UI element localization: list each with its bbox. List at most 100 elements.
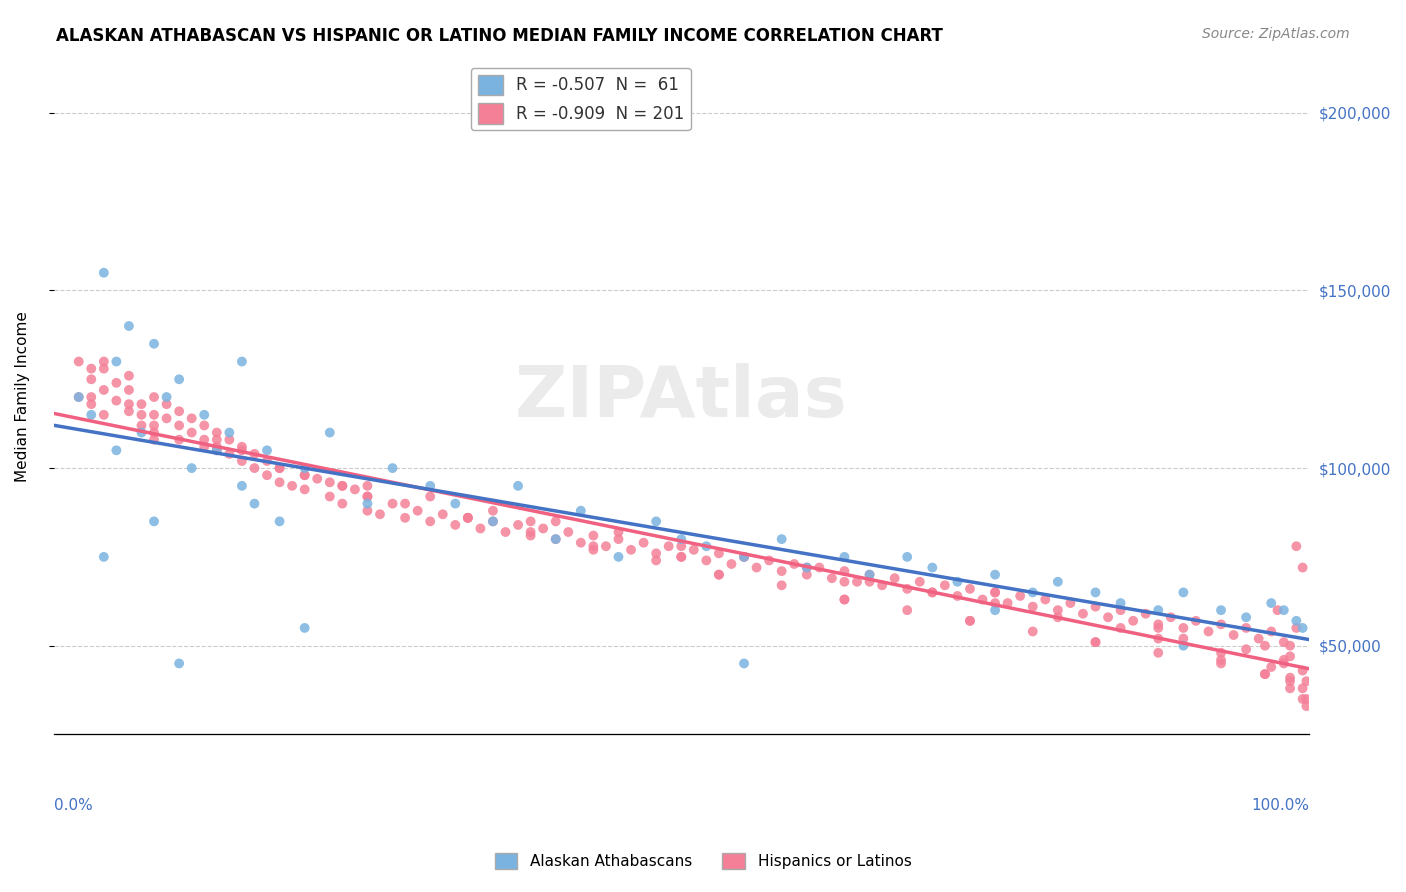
Point [80,408,103,422]
Point [180,461,202,475]
Point [1285,539,1308,553]
Text: 100.0%: 100.0% [1251,798,1309,814]
Point [846,574,869,589]
Point [582,539,605,553]
Point [1295,692,1317,706]
Point [256,454,278,468]
Point [294,468,316,483]
Point [1209,617,1232,632]
Point [519,528,541,542]
Point [218,447,240,461]
Point [1084,599,1107,614]
Point [1272,635,1295,649]
Point [1272,657,1295,671]
Point [1022,585,1045,599]
Point [633,535,655,549]
Point [457,511,479,525]
Point [294,461,316,475]
Point [143,425,166,440]
Point [444,497,467,511]
Point [1279,649,1302,664]
Point [93,408,115,422]
Point [883,571,905,585]
Point [1160,610,1182,624]
Point [1097,610,1119,624]
Point [231,479,253,493]
Point [1022,624,1045,639]
Point [1295,674,1317,689]
Point [531,521,554,535]
Point [1173,621,1195,635]
Point [118,404,141,418]
Point [1046,603,1069,617]
Point [645,546,668,560]
Point [1279,671,1302,685]
Point [269,461,291,475]
Point [921,560,943,574]
Point [1209,657,1232,671]
Point [205,425,228,440]
Point [243,461,266,475]
Point [118,368,141,383]
Point [131,425,153,440]
Point [231,354,253,368]
Point [984,603,1007,617]
Point [1022,599,1045,614]
Point [231,443,253,458]
Point [972,592,994,607]
Point [582,528,605,542]
Point [1147,646,1170,660]
Point [1291,560,1313,574]
Point [93,354,115,368]
Point [143,408,166,422]
Point [343,483,366,497]
Point [482,514,505,528]
Point [319,425,342,440]
Point [1272,603,1295,617]
Point [896,582,918,596]
Point [457,511,479,525]
Point [105,376,128,390]
Point [167,404,190,418]
Point [1291,692,1313,706]
Point [733,549,755,564]
Point [946,589,969,603]
Point [671,549,693,564]
Point [1059,596,1081,610]
Legend: R = -0.507  N =  61, R = -0.909  N = 201: R = -0.507 N = 61, R = -0.909 N = 201 [471,68,690,130]
Point [1234,621,1257,635]
Point [1046,574,1069,589]
Point [645,553,668,567]
Point [1147,632,1170,646]
Point [1291,621,1313,635]
Point [607,549,630,564]
Point [921,585,943,599]
Point [131,408,153,422]
Point [256,443,278,458]
Point [205,440,228,454]
Point [419,514,441,528]
Point [80,397,103,411]
Point [544,532,567,546]
Point [67,390,90,404]
Point [1234,642,1257,657]
Point [155,390,177,404]
Point [695,553,717,567]
Point [1147,621,1170,635]
Point [1109,621,1132,635]
Point [770,578,793,592]
Point [80,372,103,386]
Point [1260,596,1282,610]
Point [80,361,103,376]
Point [1279,639,1302,653]
Point [1173,639,1195,653]
Point [984,585,1007,599]
Legend: Alaskan Athabascans, Hispanics or Latinos: Alaskan Athabascans, Hispanics or Latino… [488,847,918,875]
Point [330,479,353,493]
Point [218,433,240,447]
Point [783,557,806,571]
Point [131,418,153,433]
Point [1185,614,1208,628]
Point [707,567,730,582]
Point [695,539,717,553]
